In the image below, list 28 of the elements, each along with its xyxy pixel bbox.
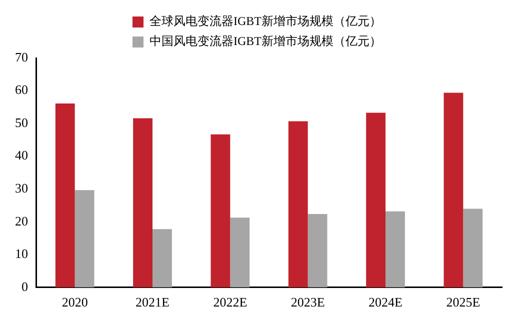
y-tick-label: 60 [15, 82, 28, 98]
x-tick-label: 2022E [213, 294, 248, 310]
legend-label: 中国风电变流器IGBT新增市场规模（亿元） [150, 34, 382, 48]
bar [386, 211, 405, 288]
x-tick-label: 2024E [368, 294, 403, 310]
y-tick-label: 20 [15, 213, 28, 228]
x-tick-label: 2025E [446, 294, 480, 310]
bar [444, 92, 464, 288]
y-tick-label: 70 [15, 49, 28, 64]
x-tick-label: 2021E [136, 294, 170, 310]
bar [308, 214, 328, 288]
bar [133, 118, 152, 288]
y-tick-label: 30 [15, 180, 28, 196]
bar [152, 229, 172, 288]
bar [230, 218, 250, 288]
y-tick-label: 40 [15, 148, 28, 163]
y-tick-label: 0 [22, 278, 28, 294]
bar [210, 134, 230, 288]
y-tick-label: 50 [15, 114, 28, 130]
bar [74, 190, 94, 288]
y-tick-label: 10 [15, 246, 28, 262]
bar [288, 121, 308, 288]
x-tick-label: 2020 [62, 294, 88, 310]
bar [366, 112, 386, 288]
legend-label: 全球风电变流器IGBT新增市场规模（亿元） [150, 14, 382, 28]
bar [55, 104, 75, 288]
bar [463, 208, 483, 288]
x-tick-label: 2023E [290, 294, 325, 310]
